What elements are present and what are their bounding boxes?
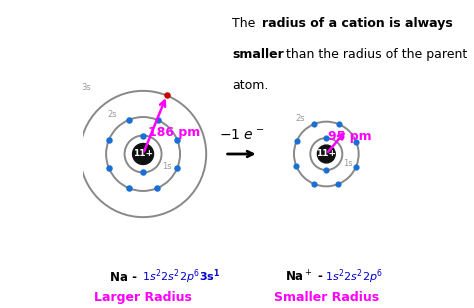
Point [105, 137, 113, 142]
Point [173, 138, 181, 143]
Point [125, 185, 132, 190]
Text: 2s: 2s [107, 110, 117, 119]
Point [292, 164, 300, 168]
Text: 186 pm: 186 pm [148, 126, 200, 139]
Text: 11+: 11+ [133, 149, 153, 159]
Text: 1s: 1s [343, 160, 353, 168]
Text: Smaller Radius: Smaller Radius [274, 291, 379, 304]
Text: than the radius of the parent: than the radius of the parent [282, 48, 467, 61]
Text: $1s^22s^22p^6$: $1s^22s^22p^6$ [325, 268, 383, 286]
Text: Na$^+$ -: Na$^+$ - [285, 270, 325, 285]
Circle shape [133, 144, 154, 164]
Point [163, 93, 171, 98]
Text: $1s^22s^22p^6\mathbf{3s^1}$: $1s^22s^22p^6\mathbf{3s^1}$ [142, 268, 220, 286]
Point [139, 170, 147, 175]
Text: Na -: Na - [110, 271, 142, 284]
Point [322, 168, 330, 172]
Point [335, 181, 342, 186]
Point [105, 165, 113, 170]
Point [139, 133, 147, 138]
Text: atom.: atom. [232, 79, 269, 91]
Point [173, 166, 181, 171]
Text: The: The [232, 17, 260, 30]
Text: 95 pm: 95 pm [328, 130, 372, 143]
Point [322, 136, 330, 140]
Point [353, 140, 360, 144]
Text: Larger Radius: Larger Radius [94, 291, 192, 304]
Text: 3s: 3s [82, 83, 91, 92]
Text: 1s: 1s [162, 162, 172, 171]
Text: $-1\ e^-$: $-1\ e^-$ [219, 128, 264, 142]
Text: 11+: 11+ [316, 149, 337, 159]
Circle shape [318, 145, 335, 163]
Text: smaller: smaller [232, 48, 284, 61]
Text: 2s: 2s [295, 114, 304, 123]
Point [310, 181, 318, 186]
Point [153, 186, 161, 191]
Point [293, 139, 301, 144]
Point [154, 118, 161, 123]
Point [352, 164, 360, 169]
Point [310, 122, 318, 127]
Text: radius of a cation is always: radius of a cation is always [262, 17, 452, 30]
Point [335, 122, 343, 127]
Point [126, 117, 133, 122]
